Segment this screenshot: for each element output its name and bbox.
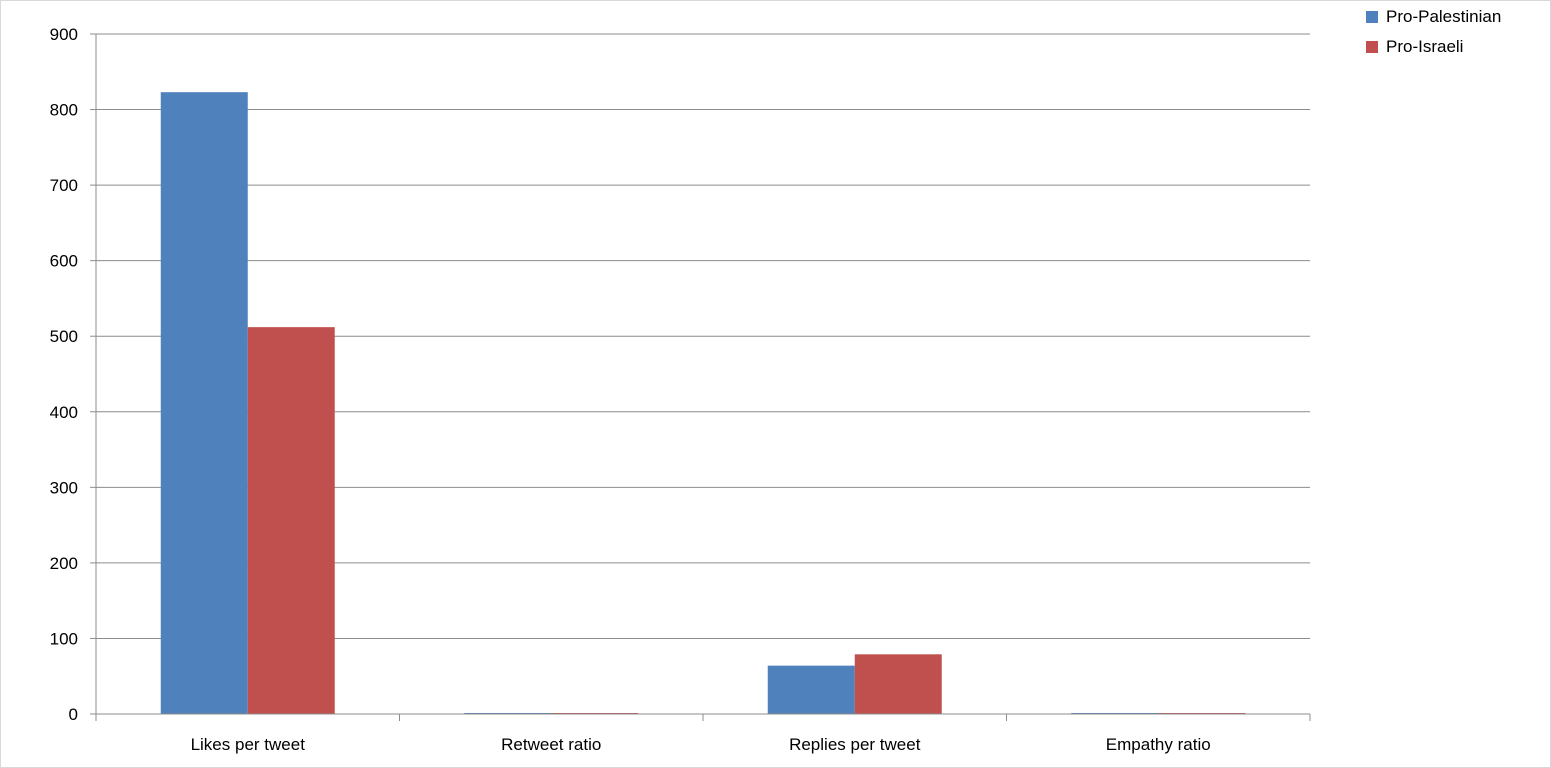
x-tick-label: Retweet ratio [501, 735, 601, 754]
bar-pro-israeli-2 [854, 654, 942, 714]
y-tick-label: 500 [50, 327, 78, 346]
x-tick-label: Likes per tweet [191, 735, 306, 754]
x-tick-label: Replies per tweet [789, 735, 921, 754]
bars [160, 92, 1246, 714]
y-tick-label: 300 [50, 478, 78, 497]
bar-pro-israeli-0 [247, 327, 335, 714]
x-tick-labels: Likes per tweet Retweet ratio Replies per … [191, 735, 1211, 754]
y-tick-label: 800 [50, 101, 78, 120]
legend-label: Pro-Israeli [1386, 37, 1463, 56]
axes [90, 33, 1311, 721]
legend-label: Pro-Palestinian [1386, 7, 1501, 26]
y-tick-label: 900 [50, 25, 78, 44]
x-tick-label: Empathy ratio [1106, 735, 1211, 754]
y-tick-label: 700 [50, 176, 78, 195]
y-tick-label: 100 [50, 629, 78, 648]
legend-swatch [1366, 41, 1378, 53]
y-tick-label: 600 [50, 252, 78, 271]
y-tick-labels: 0 100 200 300 400 500 600 700 800 900 [50, 25, 78, 724]
y-tick-label: 400 [50, 403, 78, 422]
bar-pro-palestinian-0 [160, 92, 248, 714]
y-tick-label: 200 [50, 554, 78, 573]
legend-swatch [1366, 11, 1378, 23]
legend: Pro-Palestinian Pro-Israeli [1366, 7, 1501, 56]
bar-pro-palestinian-2 [767, 665, 855, 714]
y-tick-label: 0 [69, 705, 78, 724]
